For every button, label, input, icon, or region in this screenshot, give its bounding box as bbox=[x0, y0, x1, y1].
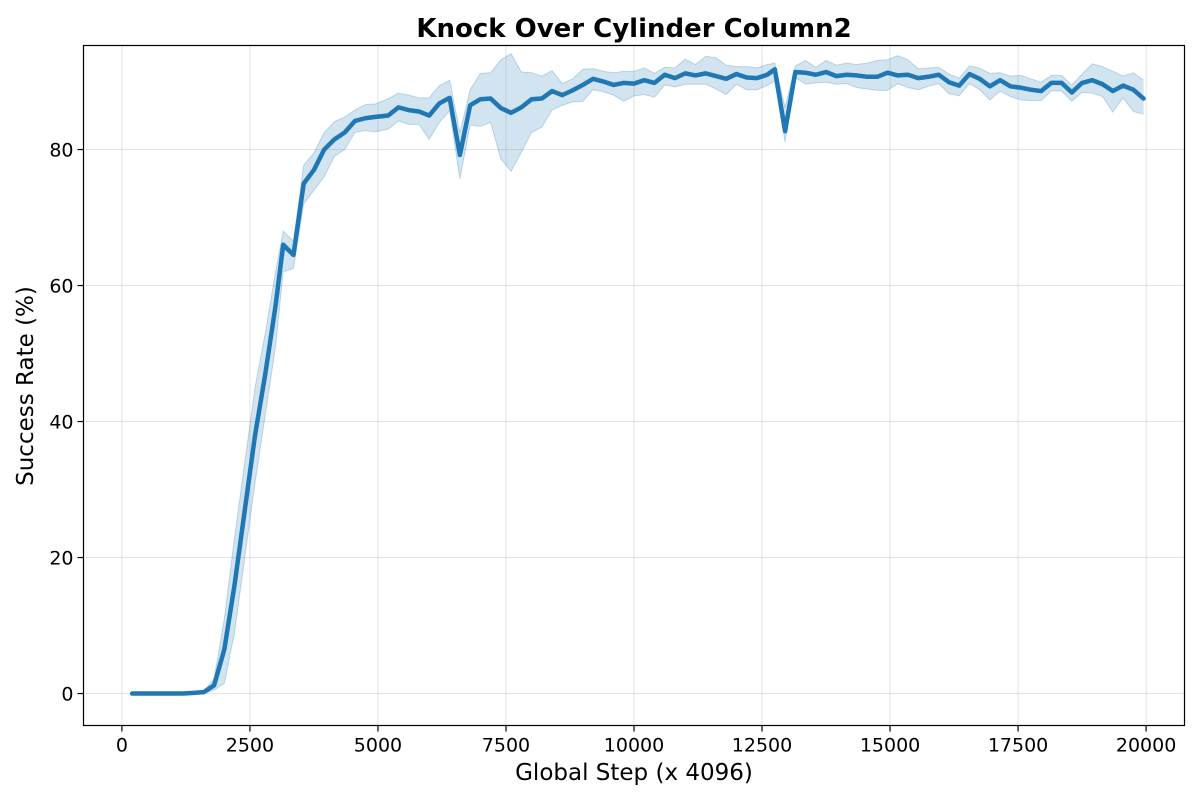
x-tick-label: 17500 bbox=[988, 735, 1048, 757]
band-lower-edge bbox=[132, 76, 1144, 695]
y-tick-label: 0 bbox=[61, 684, 73, 706]
confidence-band bbox=[132, 53, 1144, 694]
y-axis-ticks: 0 20 40 60 80 bbox=[49, 140, 84, 706]
x-tick-label: 7500 bbox=[482, 735, 530, 757]
x-axis-ticks: 0 2500 5000 7500 10000 12500 15000 17500 20000 bbox=[116, 725, 1176, 757]
x-axis-label: Global Step (x 4096) bbox=[515, 760, 753, 786]
x-tick-label: 10000 bbox=[604, 735, 664, 757]
y-tick-label: 40 bbox=[49, 412, 73, 434]
band-upper-edge bbox=[132, 52, 1144, 695]
y-tick-label: 20 bbox=[49, 548, 73, 570]
plot-frame bbox=[82, 44, 1186, 727]
mean-line bbox=[129, 67, 1146, 696]
y-tick-label: 60 bbox=[49, 276, 73, 298]
grid-lines bbox=[83, 45, 1185, 726]
x-tick-label: 20000 bbox=[1116, 735, 1176, 757]
x-tick-label: 5000 bbox=[354, 735, 402, 757]
x-tick-label: 2500 bbox=[226, 735, 274, 757]
x-tick-label: 12500 bbox=[732, 735, 792, 757]
confidence-band-layer bbox=[132, 52, 1144, 695]
y-tick-label: 80 bbox=[49, 140, 73, 162]
x-tick-label: 15000 bbox=[860, 735, 920, 757]
y-axis-label: Success Rate (%) bbox=[13, 286, 39, 486]
chart-title: Knock Over Cylinder Column2 bbox=[416, 14, 851, 44]
mean-line-layer bbox=[129, 67, 1146, 696]
x-tick-label: 0 bbox=[116, 735, 128, 757]
